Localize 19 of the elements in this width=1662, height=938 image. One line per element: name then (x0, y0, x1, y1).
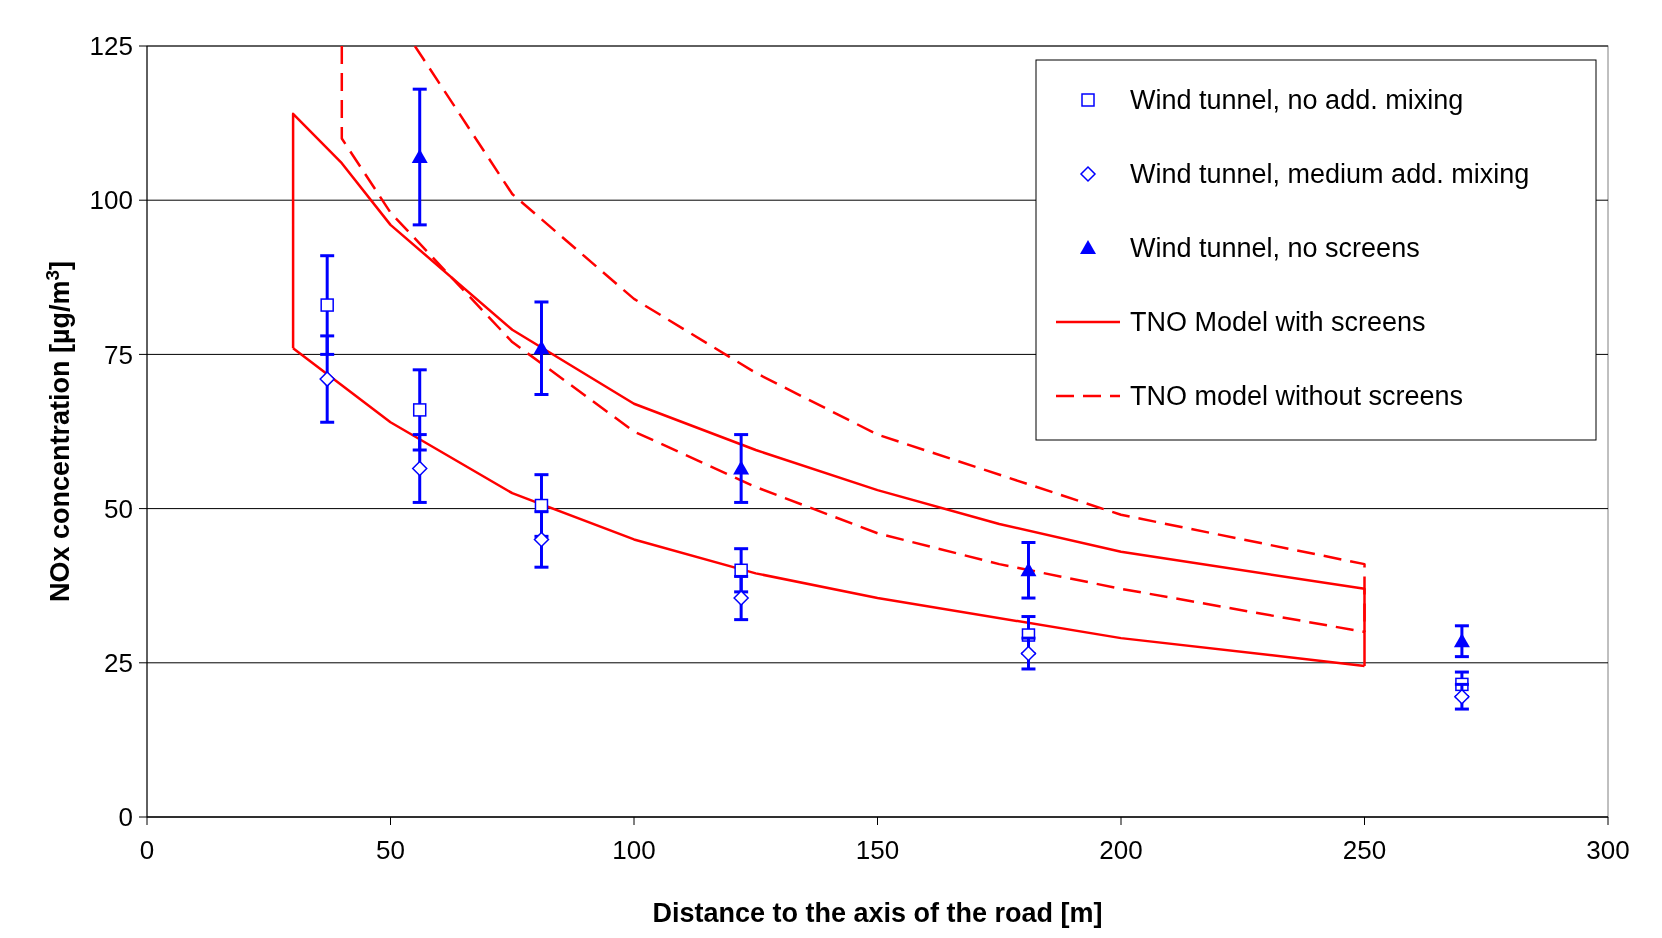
x-tick-label: 150 (855, 835, 900, 865)
x-tick-label: 50 (376, 835, 405, 865)
y-tick-label: 25 (104, 647, 133, 678)
x-tick-label: 100 (612, 835, 656, 865)
legend-label: Wind tunnel, no add. mixing (1130, 85, 1464, 116)
legend-label: Wind tunnel, no screens (1130, 233, 1420, 264)
x-tick-label: 300 (1586, 835, 1630, 865)
y-tick-label: 50 (104, 493, 133, 524)
y-tick-label: 100 (89, 185, 133, 216)
x-tick-label: 0 (139, 835, 155, 865)
legend-label: TNO Model with screens (1130, 307, 1426, 338)
x-axis-title: Distance to the axis of the road [m] (652, 898, 1103, 928)
legend-label: TNO model without screens (1130, 381, 1464, 412)
legend-label: Wind tunnel, medium add. mixing (1130, 159, 1530, 190)
y-tick-label: 125 (89, 31, 133, 62)
y-tick-label: 0 (118, 802, 133, 833)
x-tick-label: 250 (1342, 835, 1387, 865)
y-tick-label: 75 (104, 339, 133, 370)
x-tick-label: 200 (1099, 835, 1143, 865)
